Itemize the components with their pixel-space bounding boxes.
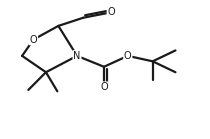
Text: O: O — [100, 82, 108, 92]
Text: O: O — [30, 34, 37, 44]
Text: O: O — [124, 51, 132, 61]
Text: O: O — [107, 7, 115, 17]
Text: N: N — [73, 51, 81, 61]
